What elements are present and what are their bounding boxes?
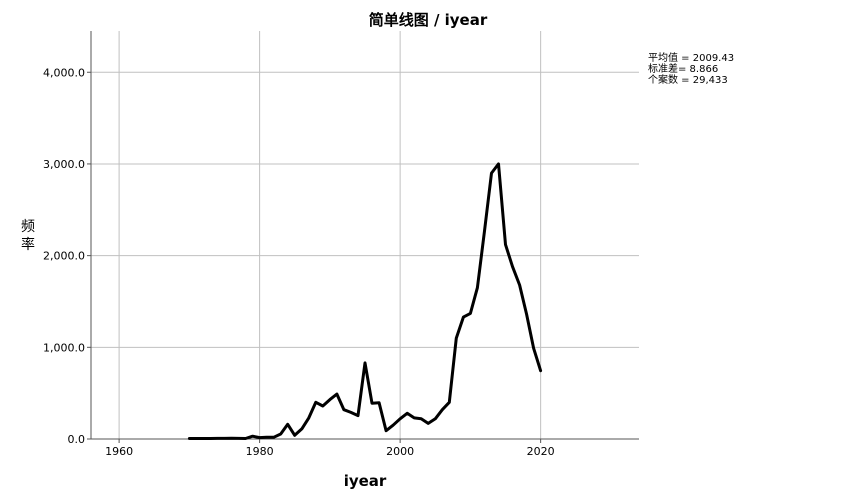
chart-title: 简单线图 / iyear	[369, 11, 488, 29]
x-axis-label: iyear	[344, 472, 387, 490]
grid-lines	[91, 31, 639, 439]
y-axis-label-char: 频	[21, 219, 35, 235]
x-tick-label: 1980	[246, 445, 274, 458]
stat-count: 个案数 = 29,433	[648, 75, 728, 86]
axes	[90, 31, 639, 440]
series-line	[187, 162, 543, 440]
x-axis-ticks: 1960 1980 2000 2020	[105, 439, 555, 458]
y-tick-label: 3,000.0	[43, 158, 85, 171]
y-tick-label: 0.0	[68, 433, 86, 446]
y-tick-label: 2,000.0	[43, 250, 85, 263]
y-axis-ticks: 0.0 1,000.0 2,000.0 3,000.0 4,000.0	[43, 66, 91, 446]
y-axis-label: 频 率	[18, 218, 38, 254]
statistics-box: 平均值 = 2009.43 标准差= 8.866 个案数 = 29,433	[648, 53, 734, 86]
y-axis-label-char: 率	[21, 237, 35, 253]
y-tick-label: 4,000.0	[43, 66, 85, 79]
x-tick-label: 2020	[527, 445, 555, 458]
x-tick-label: 1960	[105, 445, 133, 458]
stat-std-dev: 标准差= 8.866	[648, 64, 719, 75]
series-group	[187, 162, 543, 440]
y-tick-label: 1,000.0	[43, 341, 85, 354]
stat-mean: 平均值 = 2009.43	[648, 53, 735, 64]
x-tick-label: 2000	[386, 445, 414, 458]
